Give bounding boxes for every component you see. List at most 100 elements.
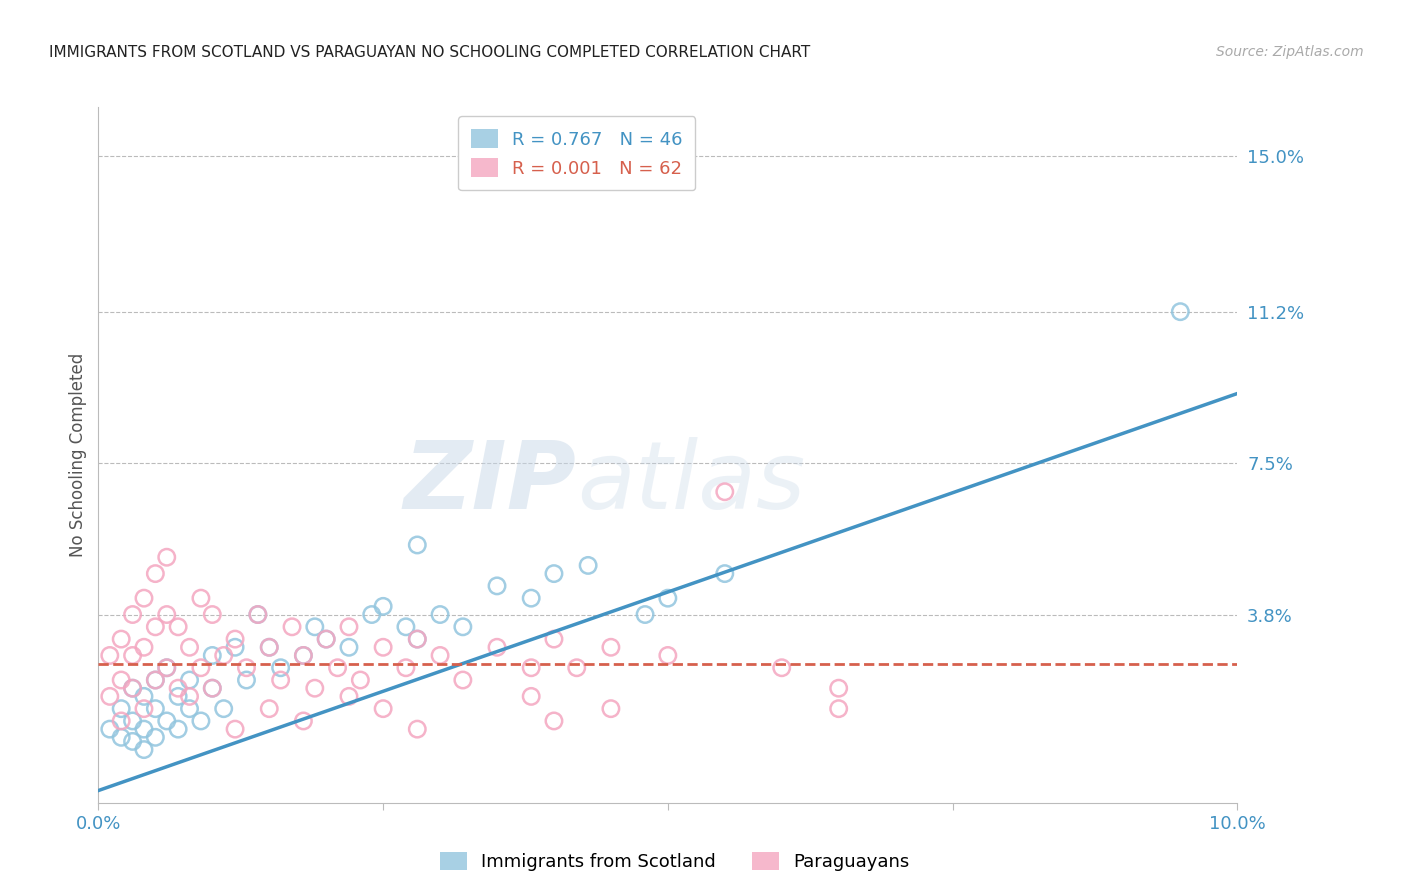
Point: [156, 661, 179, 675]
Point: [373, 701, 395, 715]
Point: [110, 714, 132, 728]
Point: [259, 640, 281, 655]
Point: [373, 640, 395, 655]
Point: [145, 673, 167, 687]
Point: [201, 607, 224, 622]
Point: [212, 648, 235, 663]
Point: [110, 731, 132, 745]
Point: [132, 591, 155, 606]
Point: [224, 640, 246, 655]
Point: [235, 661, 257, 675]
Point: [201, 681, 224, 696]
Point: [304, 620, 326, 634]
Point: [98, 690, 121, 704]
Point: [121, 714, 143, 728]
Point: [337, 640, 360, 655]
Point: [429, 648, 451, 663]
Point: [246, 607, 269, 622]
Point: [292, 714, 315, 728]
Point: [167, 620, 190, 634]
Point: [121, 648, 143, 663]
Point: [828, 701, 851, 715]
Point: [259, 701, 281, 715]
Text: IMMIGRANTS FROM SCOTLAND VS PARAGUAYAN NO SCHOOLING COMPLETED CORRELATION CHART: IMMIGRANTS FROM SCOTLAND VS PARAGUAYAN N…: [49, 45, 810, 60]
Point: [132, 742, 155, 756]
Point: [156, 661, 179, 675]
Text: ZIP: ZIP: [404, 437, 576, 529]
Point: [486, 579, 509, 593]
Point: [600, 640, 623, 655]
Point: [657, 591, 679, 606]
Point: [451, 673, 474, 687]
Point: [543, 714, 565, 728]
Point: [406, 632, 429, 646]
Point: [98, 648, 121, 663]
Point: [406, 632, 429, 646]
Legend: Immigrants from Scotland, Paraguayans: Immigrants from Scotland, Paraguayans: [433, 845, 917, 879]
Y-axis label: No Schooling Completed: No Schooling Completed: [69, 353, 87, 557]
Point: [337, 690, 360, 704]
Point: [121, 681, 143, 696]
Point: [110, 673, 132, 687]
Point: [520, 591, 543, 606]
Point: [179, 673, 201, 687]
Point: [145, 701, 167, 715]
Point: [145, 673, 167, 687]
Point: [429, 607, 451, 622]
Point: [156, 714, 179, 728]
Point: [156, 607, 179, 622]
Point: [1170, 304, 1192, 318]
Point: [543, 566, 565, 581]
Point: [292, 648, 315, 663]
Point: [634, 607, 657, 622]
Point: [190, 714, 212, 728]
Point: [167, 681, 190, 696]
Point: [270, 673, 292, 687]
Point: [201, 681, 224, 696]
Point: [657, 648, 679, 663]
Point: [259, 640, 281, 655]
Point: [145, 731, 167, 745]
Point: [132, 722, 155, 736]
Point: [770, 661, 793, 675]
Point: [600, 701, 623, 715]
Point: [167, 722, 190, 736]
Point: [281, 620, 304, 634]
Point: [395, 661, 418, 675]
Point: [543, 632, 565, 646]
Point: [156, 550, 179, 565]
Point: [360, 607, 382, 622]
Point: [270, 661, 292, 675]
Point: [145, 566, 167, 581]
Point: [326, 661, 349, 675]
Point: [520, 690, 543, 704]
Point: [224, 632, 246, 646]
Point: [110, 632, 132, 646]
Point: [315, 632, 337, 646]
Point: [828, 681, 851, 696]
Point: [714, 566, 737, 581]
Point: [235, 673, 257, 687]
Point: [565, 661, 588, 675]
Point: [373, 599, 395, 614]
Point: [121, 734, 143, 748]
Point: [520, 661, 543, 675]
Point: [121, 681, 143, 696]
Point: [292, 648, 315, 663]
Point: [349, 673, 371, 687]
Point: [224, 722, 246, 736]
Point: [132, 640, 155, 655]
Point: [304, 681, 326, 696]
Point: [406, 538, 429, 552]
Point: [190, 591, 212, 606]
Text: atlas: atlas: [576, 437, 806, 528]
Point: [315, 632, 337, 646]
Point: [395, 620, 418, 634]
Point: [406, 722, 429, 736]
Point: [714, 484, 737, 499]
Text: Source: ZipAtlas.com: Source: ZipAtlas.com: [1216, 45, 1364, 59]
Point: [110, 701, 132, 715]
Point: [486, 640, 509, 655]
Point: [132, 701, 155, 715]
Legend: R = 0.767   N = 46, R = 0.001   N = 62: R = 0.767 N = 46, R = 0.001 N = 62: [458, 116, 696, 190]
